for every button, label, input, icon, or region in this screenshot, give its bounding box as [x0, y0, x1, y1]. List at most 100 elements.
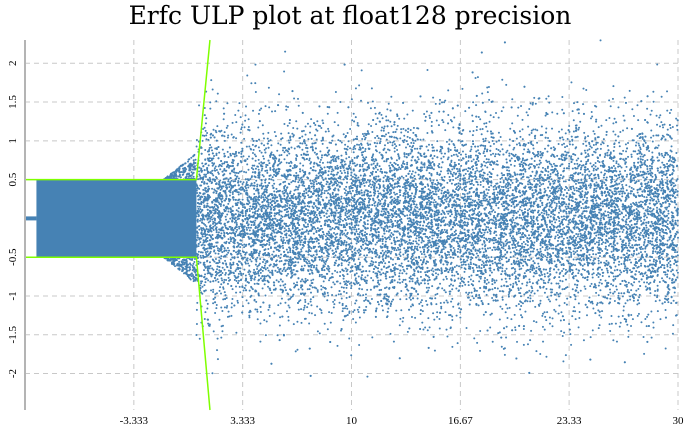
data-point: [364, 231, 367, 234]
data-point: [472, 269, 475, 272]
data-point: [612, 200, 615, 203]
data-point: [647, 241, 650, 244]
data-point: [343, 241, 346, 244]
data-point: [332, 197, 335, 200]
data-point: [431, 149, 434, 152]
data-point: [554, 209, 557, 212]
data-point: [346, 145, 349, 148]
data-point: [586, 149, 589, 152]
data-point: [499, 181, 502, 184]
data-point: [456, 155, 459, 158]
data-point: [243, 256, 246, 259]
data-point: [192, 165, 195, 168]
data-point: [591, 276, 594, 279]
data-point: [395, 136, 398, 139]
data-point: [390, 169, 393, 172]
data-point: [489, 161, 492, 164]
data-point: [582, 103, 585, 106]
data-point: [592, 272, 595, 275]
data-point: [592, 164, 595, 167]
data-point: [512, 282, 515, 285]
data-point: [659, 261, 662, 264]
data-point: [407, 250, 410, 253]
data-point: [595, 120, 598, 123]
data-point: [529, 253, 532, 256]
data-point: [446, 263, 449, 266]
data-point: [192, 275, 195, 278]
data-point: [344, 211, 347, 214]
data-point: [513, 313, 516, 316]
data-point: [215, 169, 218, 172]
data-point: [518, 268, 521, 271]
data-point: [534, 137, 537, 140]
data-point: [557, 211, 560, 214]
data-point: [664, 206, 667, 209]
data-point: [274, 159, 277, 162]
data-point: [475, 180, 478, 183]
data-point: [637, 312, 640, 315]
data-point: [185, 270, 188, 273]
data-point: [358, 344, 361, 347]
data-point: [356, 122, 359, 125]
data-point: [609, 291, 612, 294]
data-point: [654, 244, 657, 247]
data-point: [647, 313, 650, 316]
data-point: [469, 261, 472, 264]
data-point: [458, 232, 461, 235]
data-point: [230, 306, 233, 309]
data-point: [386, 141, 389, 144]
data-point: [278, 154, 281, 157]
data-point: [192, 277, 195, 280]
data-point: [608, 227, 611, 230]
data-point: [666, 162, 669, 165]
data-point: [609, 297, 612, 300]
data-point: [656, 310, 659, 313]
data-point: [406, 163, 409, 166]
data-point: [298, 199, 301, 202]
data-point: [573, 162, 576, 165]
data-point: [425, 218, 428, 221]
data-point: [383, 205, 386, 208]
data-point: [532, 147, 535, 150]
data-point: [487, 216, 490, 219]
data-point: [423, 248, 426, 251]
data-point: [421, 279, 424, 282]
data-point: [244, 214, 247, 217]
data-point: [428, 326, 431, 329]
data-point: [328, 311, 331, 314]
data-point: [495, 234, 498, 237]
data-point: [278, 324, 281, 327]
data-point: [645, 165, 648, 168]
data-point: [190, 275, 193, 278]
data-point: [177, 257, 180, 260]
data-point: [469, 299, 472, 302]
data-point: [584, 174, 587, 177]
data-point: [526, 209, 529, 212]
data-point: [674, 219, 677, 222]
data-point: [489, 114, 492, 117]
data-point: [356, 249, 359, 252]
data-point: [299, 280, 302, 283]
data-point: [651, 175, 654, 178]
data-point: [308, 159, 311, 162]
data-point: [574, 264, 577, 267]
data-point: [617, 315, 620, 318]
data-point: [209, 178, 212, 181]
data-point: [418, 302, 421, 305]
data-point: [480, 133, 483, 136]
data-point: [293, 147, 296, 150]
data-point: [529, 102, 532, 105]
data-point: [660, 189, 663, 192]
data-point: [595, 199, 598, 202]
data-point: [272, 250, 275, 253]
data-point: [383, 125, 386, 128]
data-point: [548, 240, 551, 243]
data-point: [481, 128, 484, 131]
data-point: [237, 172, 240, 175]
data-point: [642, 236, 645, 239]
data-point: [173, 258, 176, 261]
data-point: [347, 140, 350, 143]
data-point: [492, 116, 495, 119]
data-point: [492, 242, 495, 245]
data-point: [601, 310, 604, 313]
